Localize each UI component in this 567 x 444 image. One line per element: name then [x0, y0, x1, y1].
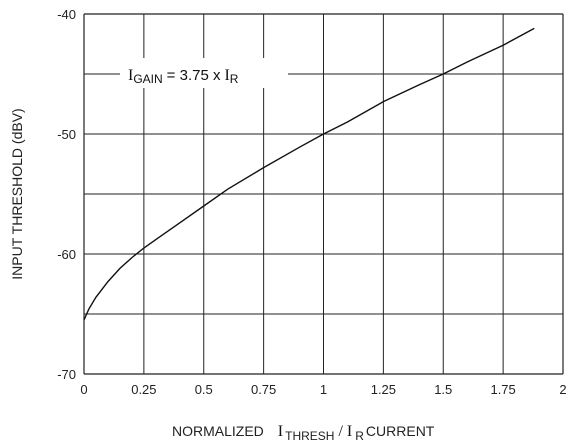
x-axis-label-i2: I — [347, 423, 352, 440]
x-axis-label-suffix: CURRENT — [366, 423, 435, 439]
x-tick-label: 1.25 — [371, 382, 396, 397]
x-tick-label: 1.5 — [434, 382, 452, 397]
series-line — [83, 27, 535, 321]
x-axis-label-i2-sub: R — [355, 429, 364, 443]
x-axis-label-i1: I — [278, 423, 283, 440]
y-tick-labels: -40 -50 -60 -70 — [57, 7, 76, 382]
x-axis-label-slash: / — [338, 423, 343, 440]
annotation-i2: I — [224, 67, 229, 84]
annotation-eq: = 3.75 x — [167, 67, 221, 84]
x-axis-label-i1-sub: THRESH — [285, 429, 334, 443]
x-tick-label: 0 — [80, 382, 87, 397]
y-tick-label: -70 — [57, 367, 76, 382]
y-tick-label: -40 — [57, 7, 76, 22]
y-tick-label: -50 — [57, 127, 76, 142]
annotation-box — [120, 58, 288, 88]
x-tick-label: 0.75 — [251, 382, 276, 397]
annotation-sub: GAIN — [133, 72, 162, 86]
x-tick-label: 0.5 — [195, 382, 213, 397]
x-tick-label: 1 — [320, 382, 327, 397]
annotation: IGAIN = 3.75 x IR — [128, 67, 239, 86]
x-axis-label-prefix: NORMALIZED — [172, 423, 264, 439]
x-tick-label: 1.75 — [490, 382, 515, 397]
annotation-sub2: R — [230, 72, 239, 86]
x-tick-label: 0.25 — [131, 382, 156, 397]
x-axis-label: NORMALIZED I THRESH / I R CURRENT — [172, 423, 435, 443]
y-axis-label: INPUT THRESHOLD (dBV) — [9, 108, 25, 279]
x-tick-labels: 0 0.25 0.5 0.75 1 1.25 1.5 1.75 2 — [80, 382, 566, 397]
annotation-i: I — [128, 67, 133, 84]
x-tick-label: 2 — [559, 382, 566, 397]
y-tick-label: -60 — [57, 247, 76, 262]
